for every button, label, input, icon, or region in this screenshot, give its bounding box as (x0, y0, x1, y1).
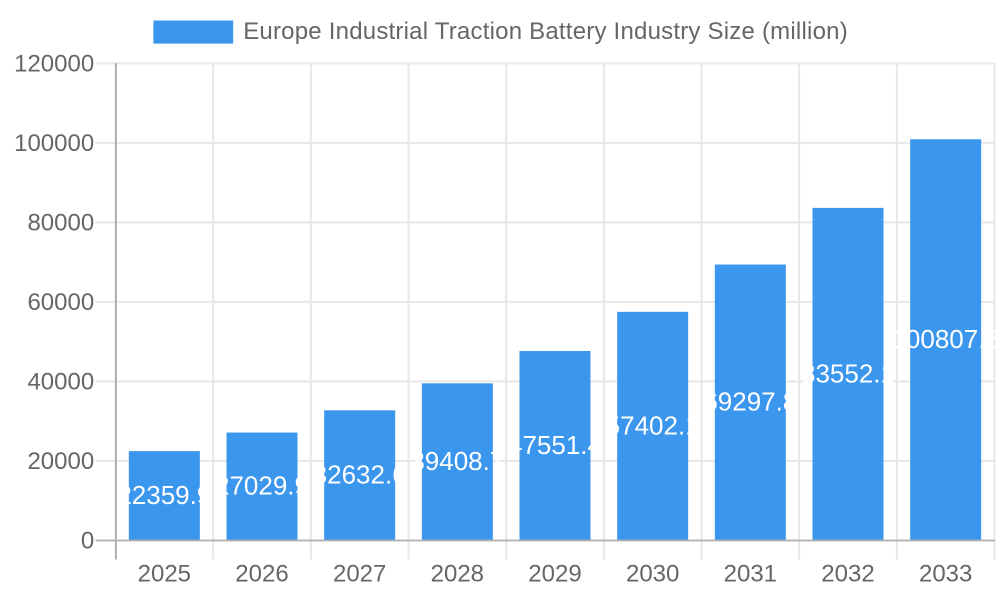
svg-text:2031: 2031 (724, 561, 777, 588)
svg-text:2025: 2025 (138, 561, 191, 588)
svg-text:100807.5: 100807.5 (891, 324, 999, 354)
svg-text:80000: 80000 (27, 210, 94, 237)
svg-text:69297.8: 69297.8 (703, 387, 797, 417)
svg-text:32632.6: 32632.6 (313, 460, 407, 490)
svg-text:20000: 20000 (27, 448, 94, 475)
svg-text:2028: 2028 (431, 561, 484, 588)
svg-text:40000: 40000 (27, 369, 94, 396)
svg-text:100000: 100000 (14, 130, 94, 157)
svg-text:0: 0 (81, 528, 94, 555)
svg-text:120000: 120000 (14, 51, 94, 78)
svg-text:83552.1: 83552.1 (801, 358, 895, 388)
svg-text:2032: 2032 (821, 561, 874, 588)
svg-text:22359.9: 22359.9 (117, 480, 211, 510)
svg-text:60000: 60000 (27, 289, 94, 316)
svg-text:Europe Industrial Traction Bat: Europe Industrial Traction Battery Indus… (243, 18, 848, 45)
svg-text:2029: 2029 (528, 561, 581, 588)
svg-text:2033: 2033 (919, 561, 972, 588)
svg-text:2030: 2030 (626, 561, 679, 588)
svg-text:47551.4: 47551.4 (508, 430, 602, 460)
svg-text:2026: 2026 (235, 561, 288, 588)
svg-text:27029.9: 27029.9 (215, 471, 309, 501)
svg-text:2027: 2027 (333, 561, 386, 588)
svg-text:57402.1: 57402.1 (606, 410, 700, 440)
svg-text:39408.7: 39408.7 (410, 446, 504, 476)
